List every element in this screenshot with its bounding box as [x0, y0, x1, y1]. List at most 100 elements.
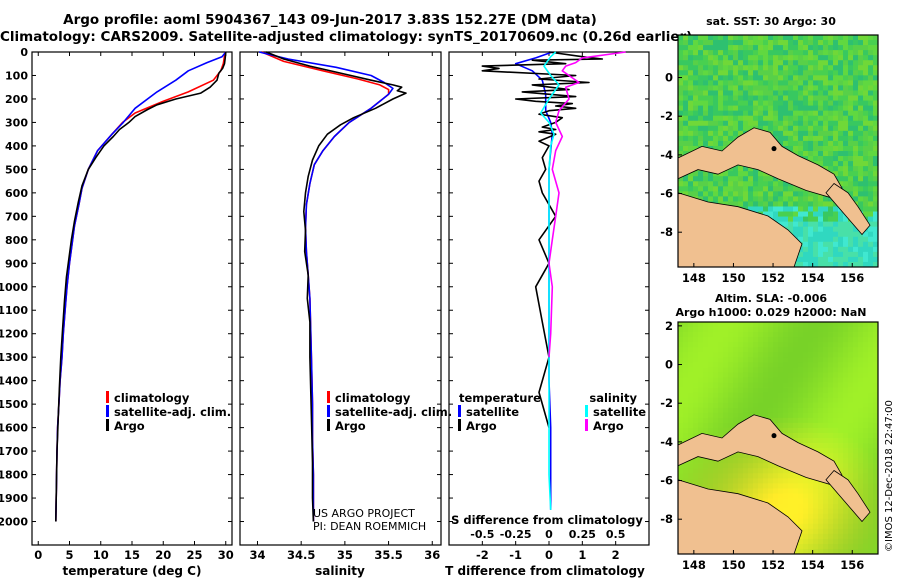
map-cell [773, 80, 779, 86]
map-cell [868, 488, 874, 494]
map-cell [843, 176, 849, 182]
map-cell [753, 186, 759, 192]
map-cell [703, 125, 709, 132]
map-cell [703, 322, 709, 328]
map-cell [693, 327, 699, 333]
map-cell [813, 443, 819, 449]
map-cell [833, 458, 839, 464]
map-cell [743, 50, 749, 56]
map-cell [813, 65, 819, 71]
top-x-tick-label: -0.5 [470, 528, 494, 541]
map-cell [798, 362, 804, 368]
map-cell [778, 221, 784, 228]
map-cell [828, 125, 834, 132]
map-cell [843, 443, 849, 449]
map-cell [738, 382, 744, 388]
land-mass [677, 414, 843, 485]
map-cell [818, 397, 824, 404]
map-cell [853, 362, 859, 368]
map-cell [773, 417, 779, 424]
map-cell [758, 387, 764, 394]
map-cell [853, 377, 859, 383]
map-cell [803, 55, 809, 61]
map-cell [683, 337, 689, 343]
map-cell [873, 211, 879, 217]
map-cell [868, 191, 874, 197]
map-cell [723, 85, 729, 91]
map-cell [848, 387, 854, 394]
map-cell [843, 453, 849, 459]
map-cell [823, 347, 829, 353]
map-cell [713, 115, 719, 122]
map-cell [863, 256, 869, 263]
map-cell [783, 367, 789, 373]
map-cell [808, 50, 814, 56]
map-cell [793, 216, 799, 223]
map-cell [763, 95, 769, 101]
map-cell [833, 241, 839, 248]
map-cell [848, 236, 854, 243]
map-cell [728, 135, 734, 142]
map-cell [868, 135, 874, 142]
map-cell [713, 120, 719, 127]
map-cell [873, 463, 879, 469]
map-cell [738, 75, 744, 81]
map-cell [788, 100, 794, 107]
map-cell [823, 417, 829, 424]
map-cell [683, 463, 689, 469]
map-cell [813, 100, 819, 107]
map-cell [778, 377, 784, 383]
map-cell [848, 50, 854, 56]
map-cell [733, 55, 739, 61]
map-cell [838, 216, 844, 223]
map-cell [718, 432, 724, 439]
map-cell [783, 65, 789, 71]
map-cell [823, 483, 829, 489]
map-cell [808, 362, 814, 368]
map-cell [733, 181, 739, 187]
map-cell [863, 231, 869, 238]
map-cell [718, 171, 724, 177]
map-cell [728, 110, 734, 117]
map-cell [788, 70, 794, 76]
map-cell [858, 125, 864, 132]
map-cell [768, 100, 774, 107]
map-cell [698, 402, 704, 409]
map-cell [688, 60, 694, 66]
map-cell [723, 362, 729, 368]
map-cell [848, 417, 854, 424]
map-cell [693, 105, 699, 112]
map-cell [848, 85, 854, 91]
map-cell [743, 176, 749, 182]
map-cell [723, 50, 729, 56]
map-cell [868, 156, 874, 162]
map-cell [868, 246, 874, 253]
map-cell [818, 382, 824, 388]
map-cell [773, 45, 779, 51]
legend-swatch-t-argo [458, 419, 461, 431]
map-cell [853, 186, 859, 192]
map-cell [753, 100, 759, 107]
map-cell [678, 377, 684, 383]
map-cell [763, 463, 769, 469]
map-cell [813, 251, 819, 258]
map-cell [858, 327, 864, 333]
map-cell [678, 50, 684, 56]
map-cell [723, 191, 729, 197]
map-cell [848, 362, 854, 368]
map-cell [738, 453, 744, 459]
map-cell [858, 438, 864, 444]
legend-temperature: temperature [459, 391, 541, 405]
map-cell [848, 402, 854, 409]
map-cell [843, 518, 849, 525]
map-cell [788, 483, 794, 489]
map-cell [833, 392, 839, 399]
map-cell [768, 407, 774, 414]
map-cell [693, 95, 699, 101]
map-cell [768, 70, 774, 76]
map-cell [718, 95, 724, 101]
map-cell [868, 402, 874, 409]
map-cell [733, 171, 739, 177]
map-cell [838, 110, 844, 117]
map-cell [823, 45, 829, 51]
